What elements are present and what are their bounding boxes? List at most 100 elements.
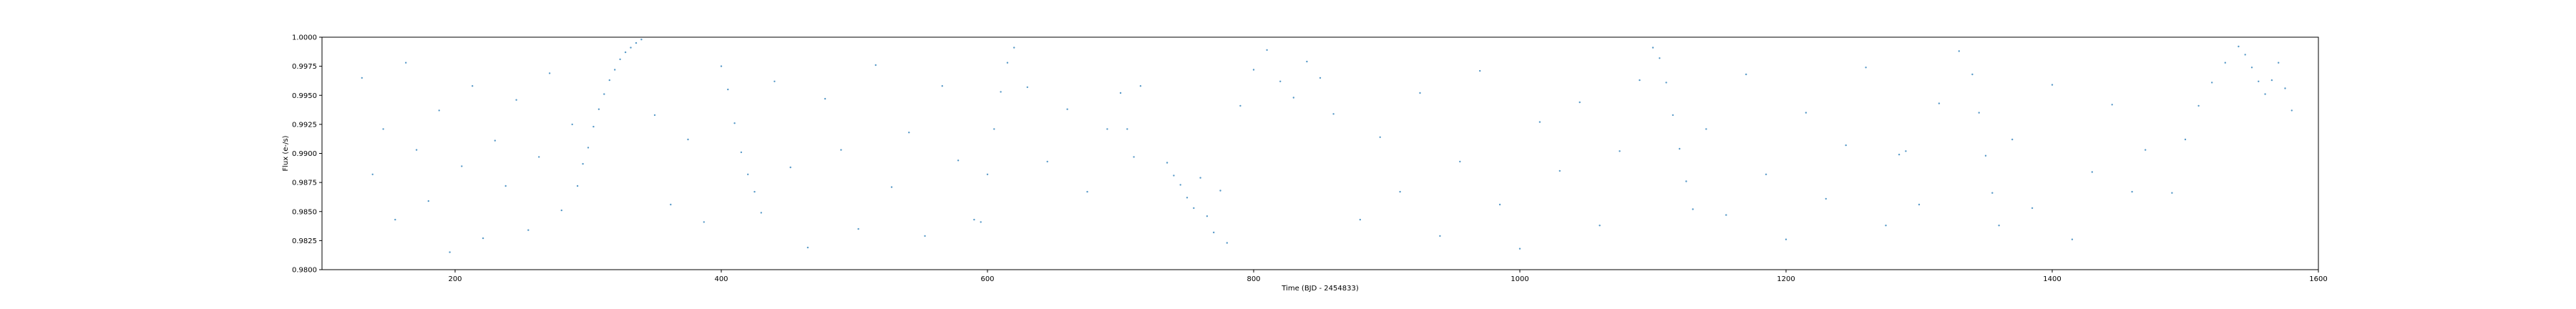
- data-point: [720, 65, 723, 67]
- data-point: [608, 79, 610, 82]
- data-point: [504, 185, 507, 187]
- data-point: [2071, 238, 2074, 240]
- data-point: [1252, 69, 1255, 71]
- data-point: [2244, 54, 2246, 56]
- y-tick-label: 1.0000: [292, 34, 317, 42]
- data-point: [548, 72, 551, 74]
- data-point: [415, 149, 418, 151]
- data-point: [1579, 101, 1581, 104]
- data-point: [1219, 190, 1221, 192]
- data-point: [1518, 247, 1521, 250]
- data-point: [1439, 235, 1441, 237]
- data-point: [789, 166, 791, 169]
- data-point: [1359, 218, 1362, 221]
- data-point: [857, 227, 859, 230]
- data-point: [597, 108, 600, 110]
- y-tick-label: 0.9925: [292, 121, 317, 129]
- data-point: [461, 165, 463, 167]
- data-point: [1226, 242, 1229, 244]
- data-point: [1745, 73, 1747, 76]
- data-point: [1239, 104, 1241, 107]
- data-point: [1984, 154, 1987, 157]
- data-point: [640, 39, 643, 41]
- data-point: [1498, 203, 1501, 206]
- y-tick-label: 0.9975: [292, 63, 317, 71]
- data-point: [576, 185, 579, 187]
- data-point: [1659, 57, 1661, 59]
- data-point: [571, 123, 573, 126]
- data-point: [1419, 92, 1421, 94]
- data-point: [1266, 49, 1268, 52]
- data-point: [619, 58, 621, 61]
- data-point: [890, 186, 893, 188]
- y-tick-label: 0.9875: [292, 180, 317, 187]
- data-point: [1845, 144, 1847, 147]
- data-point: [1885, 225, 1887, 227]
- data-point: [2278, 62, 2280, 64]
- data-point: [2290, 109, 2293, 112]
- data-point: [438, 109, 440, 112]
- data-point: [1538, 121, 1541, 123]
- data-point: [630, 46, 632, 49]
- data-point: [1479, 69, 1481, 72]
- data-point: [1765, 173, 1767, 175]
- data-point: [1179, 184, 1181, 186]
- data-point: [1825, 197, 1827, 200]
- data-point: [1292, 97, 1295, 99]
- plot-background: [322, 37, 2318, 270]
- data-point: [2184, 138, 2187, 141]
- data-point: [1805, 112, 1807, 114]
- data-point: [1599, 225, 1601, 227]
- data-point: [1166, 162, 1169, 164]
- data-point: [1558, 170, 1561, 172]
- data-point: [449, 251, 451, 253]
- data-point: [2264, 93, 2266, 95]
- data-point: [382, 128, 384, 130]
- data-point: [515, 99, 517, 101]
- data-point: [1725, 214, 1727, 216]
- x-tick-label: 1200: [1777, 275, 1795, 283]
- data-point: [582, 162, 584, 165]
- data-point: [394, 218, 396, 221]
- data-point: [2111, 104, 2113, 106]
- data-point: [986, 173, 989, 175]
- y-axis: 0.9800 0.9825 0.9850 0.9875 0.9900 0.9925 0.99…: [292, 34, 322, 275]
- data-point: [1139, 85, 1142, 87]
- data-point: [1319, 77, 1322, 79]
- data-point: [1459, 160, 1461, 163]
- data-point: [1086, 190, 1088, 193]
- data-point: [614, 69, 616, 71]
- data-point: [1106, 128, 1108, 130]
- data-point: [1199, 177, 1201, 179]
- data-point: [760, 212, 763, 214]
- data-point: [774, 80, 776, 83]
- x-tick-label: 1400: [2043, 275, 2061, 283]
- data-point: [405, 62, 407, 64]
- data-point: [494, 139, 496, 142]
- data-point: [482, 237, 484, 240]
- data-point: [603, 93, 605, 95]
- data-point: [653, 114, 656, 117]
- data-point: [1006, 62, 1009, 64]
- data-point: [670, 203, 672, 206]
- data-point: [2250, 67, 2253, 69]
- data-point: [753, 190, 756, 193]
- data-point: [1379, 136, 1381, 138]
- data-point: [1639, 79, 1641, 82]
- data-point: [941, 85, 944, 87]
- scatter-points: [361, 39, 2293, 253]
- data-point: [1213, 231, 1215, 234]
- data-point: [538, 156, 540, 158]
- y-tick-label: 0.9950: [292, 92, 317, 100]
- data-point: [840, 149, 842, 151]
- data-point: [1026, 86, 1029, 89]
- data-point: [1679, 147, 1681, 150]
- x-tick-label: 800: [1246, 275, 1260, 283]
- data-point: [687, 138, 689, 141]
- data-point: [1905, 150, 1907, 152]
- data-point: [1898, 153, 1901, 156]
- data-point: [824, 97, 826, 100]
- data-point: [2011, 138, 2014, 141]
- y-tick-label: 0.9825: [292, 237, 317, 245]
- data-point: [1652, 46, 1654, 49]
